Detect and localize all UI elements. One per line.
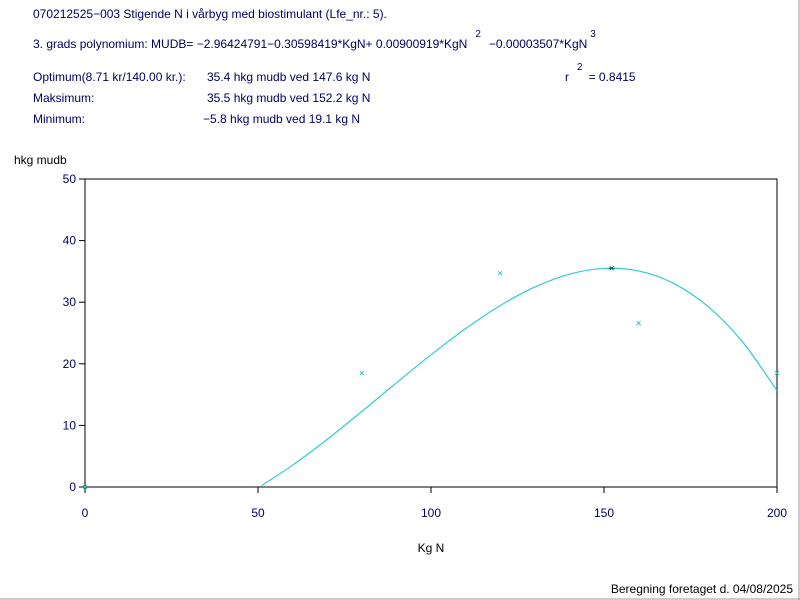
y-tick-label: 10 <box>63 418 77 432</box>
maximum-point <box>608 265 615 271</box>
formula: 3. grads polynomium: MUDB= −2.96424791−0… <box>33 29 596 51</box>
data-point <box>359 370 365 376</box>
x-tick-label: 0 <box>82 506 89 520</box>
y-tick-label: 30 <box>63 295 77 309</box>
x-tick-label: 200 <box>767 506 787 520</box>
y-tick-label: 0 <box>69 480 76 494</box>
x-tick-label: 50 <box>251 506 265 520</box>
stat-label: Optimum(8.71 kr/140.00 kr.): <box>33 70 186 84</box>
formula-text: −0.00003507*KgN <box>489 37 587 51</box>
data-point <box>497 270 503 276</box>
r2: r2 = 0.8415 <box>565 62 636 84</box>
x-tick-label: 150 <box>594 506 614 520</box>
y-axis-label: hkg mudb <box>14 153 67 167</box>
formula-exponent: 2 <box>475 29 481 40</box>
chart-title: 070212525−003 Stigende N i vårbyg med bi… <box>33 7 387 21</box>
footer: Beregning foretaget d. 04/08/2025 <box>611 582 793 596</box>
data-point <box>774 370 780 376</box>
r2-exponent: 2 <box>577 62 583 73</box>
y-tick-label: 40 <box>63 234 77 248</box>
x-tick-label: 100 <box>421 506 441 520</box>
r2-text: = 0.8415 <box>589 70 636 84</box>
fit-curve <box>261 267 777 487</box>
stat-text: −5.8 hkg mudb ved 19.1 kg N <box>203 112 360 126</box>
stat-label: Maksimum: <box>33 91 94 105</box>
y-tick-label: 20 <box>63 357 77 371</box>
r2-text: r <box>565 70 569 84</box>
stat-label: Minimum: <box>33 112 85 126</box>
plot-frame <box>84 178 778 488</box>
data-point <box>636 320 641 326</box>
formula-text: 3. grads polynomium: MUDB= −2.96424791−0… <box>33 37 467 51</box>
formula-exponent: 3 <box>590 29 596 40</box>
x-axis-label: Kg N <box>418 541 445 555</box>
data-point <box>82 484 88 490</box>
stat-text: 35.4 hkg mudb ved 147.6 kg N <box>207 70 370 84</box>
y-tick-label: 50 <box>63 172 77 186</box>
stat-text: 35.5 hkg mudb ved 152.2 kg N <box>207 91 370 105</box>
